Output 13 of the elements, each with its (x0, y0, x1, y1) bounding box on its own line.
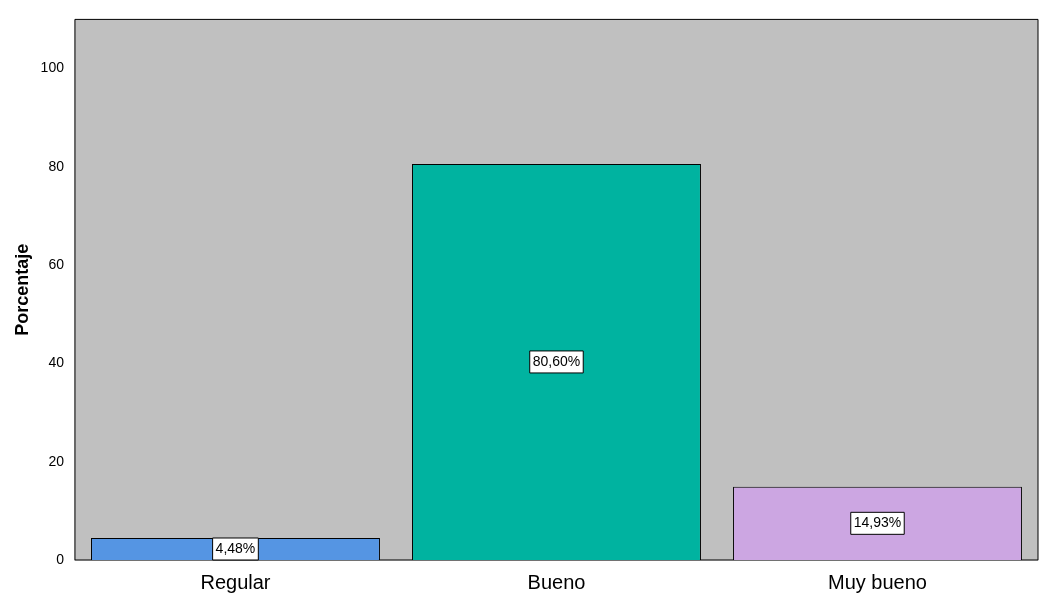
y-axis-title: Porcentaje (11, 243, 32, 336)
y-tick-label: 100 (40, 59, 65, 76)
x-tick-label: Muy bueno (828, 570, 927, 593)
y-tick-label: 40 (48, 354, 65, 371)
y-tick-label: 80 (48, 157, 65, 174)
x-tick-label: Bueno (527, 570, 586, 593)
y-tick-label: 0 (56, 550, 65, 567)
y-tick-label: 60 (48, 255, 65, 272)
data-label: 14,93% (853, 514, 902, 531)
y-tick-label: 20 (48, 452, 65, 469)
data-label: 80,60% (532, 352, 581, 369)
data-label: 4,48% (215, 539, 256, 556)
x-tick-label: Regular (200, 570, 271, 593)
